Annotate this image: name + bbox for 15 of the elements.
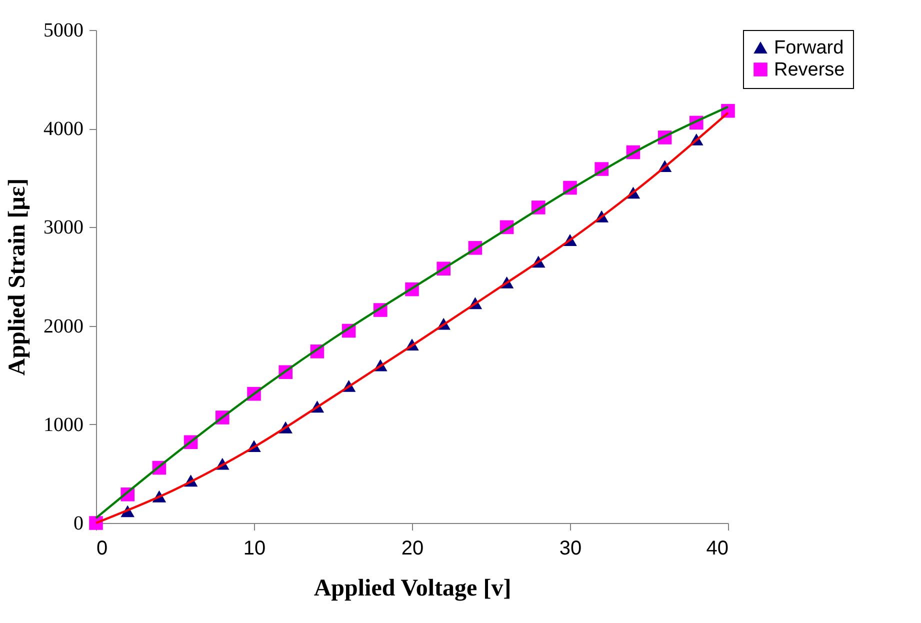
y-tick-label: 4000 <box>44 118 84 140</box>
y-tick-label: 5000 <box>44 20 84 42</box>
y-axis-title: Applied Strain [με] <box>4 178 30 376</box>
x-tick-label: 40 <box>706 538 728 560</box>
x-tick-label: 20 <box>401 538 424 560</box>
x-tick-label: 0 <box>96 538 108 560</box>
y-tick-label: 0 <box>74 512 84 534</box>
x-axis-title: Applied Voltage [v] <box>314 576 512 602</box>
x-tick-label: 10 <box>243 538 266 560</box>
y-tick-label: 1000 <box>44 414 84 436</box>
y-tick-label: 3000 <box>44 216 84 239</box>
legend-label: Reverse <box>774 60 845 80</box>
legend-label: Forward <box>774 38 844 58</box>
x-tick-label: 30 <box>559 538 582 560</box>
y-tick-label: 2000 <box>44 315 84 338</box>
